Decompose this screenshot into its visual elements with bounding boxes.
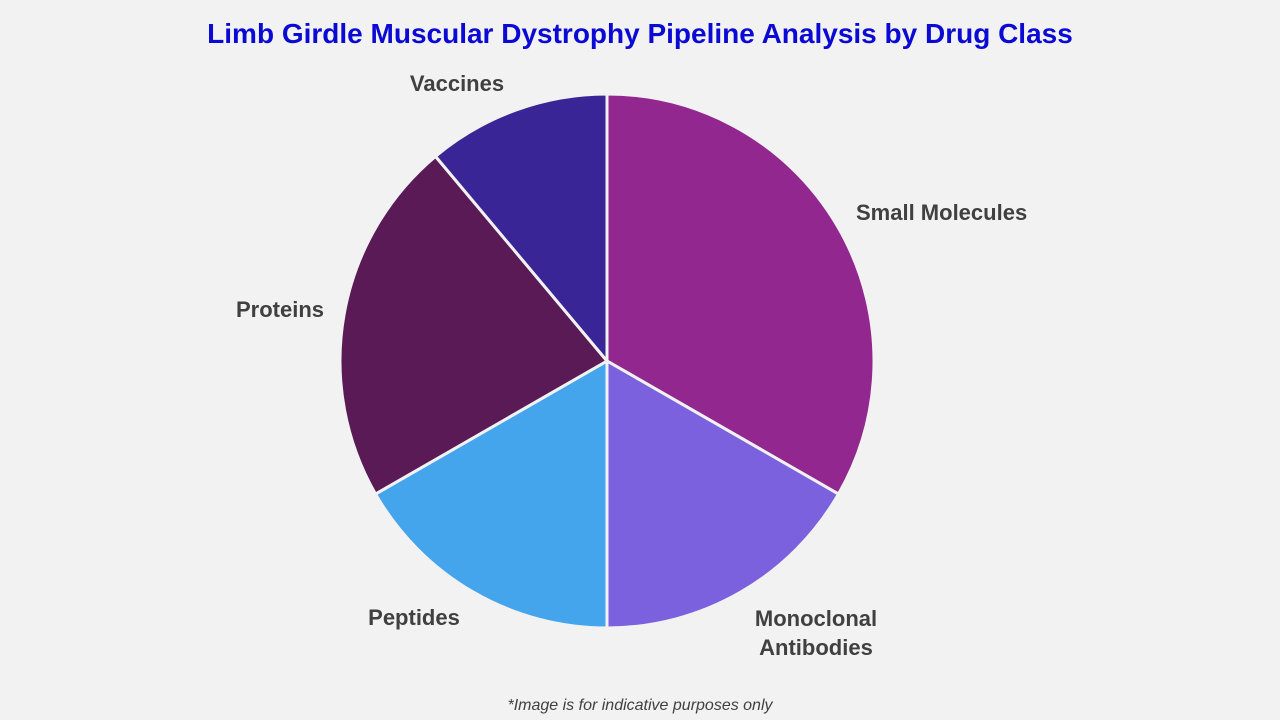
pie-slice-monoclonal-antibodies (605, 359, 841, 630)
pie-slice-proteins (338, 154, 609, 496)
slice-label-vaccines: Vaccines (410, 71, 504, 96)
pie-slice-vaccines (434, 92, 609, 363)
pie-labels: Small Molecules Monoclonal Antibodies Pepti… (236, 71, 1027, 660)
pie-slice-small-molecules (605, 92, 876, 496)
slice-label-proteins: Proteins (236, 297, 324, 322)
chart-title: Limb Girdle Muscular Dystrophy Pipeline … (207, 18, 1073, 49)
pie-slices (338, 92, 876, 630)
pie-slice-peptides (373, 359, 609, 630)
slice-label-peptides: Peptides (368, 605, 460, 630)
footnote: *Image is for indicative purposes only (507, 697, 773, 714)
slice-label-small-molecules: Small Molecules (856, 200, 1027, 225)
slice-label-monoclonal-antibodies: Monoclonal Antibodies (755, 606, 877, 660)
